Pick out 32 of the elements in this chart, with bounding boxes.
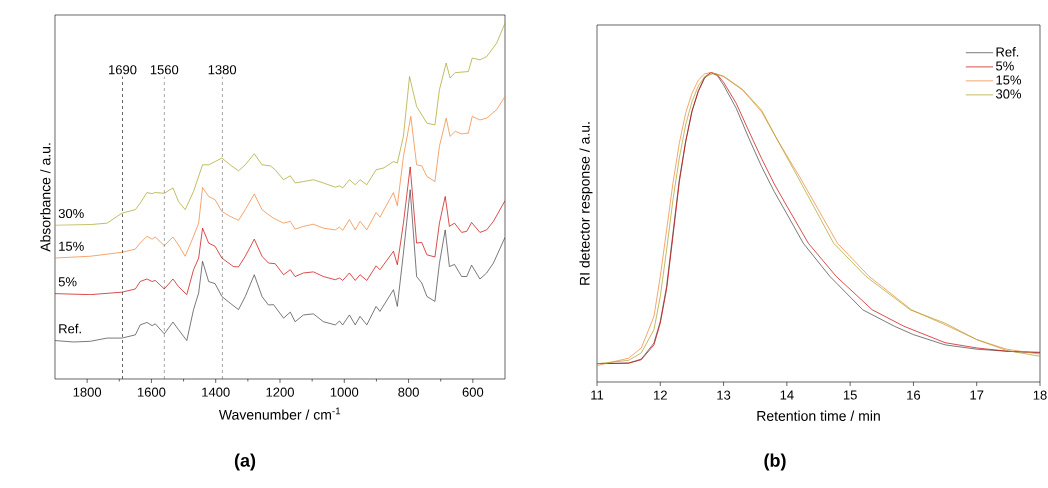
text: (a) — [234, 453, 256, 471]
x-tick-label: 17 — [970, 390, 984, 400]
x-tick-label: 18 — [1033, 390, 1047, 400]
x-tick-label: 600 — [462, 387, 484, 397]
text: (b) — [764, 453, 786, 471]
x-tick-label: 1800 — [73, 387, 102, 397]
x-tick-label: 11 — [591, 390, 604, 400]
x-tick-label: 800 — [398, 387, 419, 397]
legend-label: Ref. — [996, 47, 1019, 57]
x-tick-label: 16 — [907, 390, 921, 400]
legend-label: 30% — [996, 89, 1022, 99]
legend-label: 15% — [996, 75, 1022, 85]
series-label: Ref. — [59, 323, 81, 334]
x-tick-label: 1000 — [330, 387, 359, 397]
y-axis-title: RI detector response / a.u. — [579, 122, 593, 285]
x-axis-title: Wavenumber / cm$^{-1}$ — [218, 407, 341, 420]
series-label: 15% — [59, 241, 84, 251]
x-tick-label: 13 — [717, 390, 731, 400]
legend-label: 5% — [996, 61, 1014, 71]
ref-line-label: 1690 — [109, 65, 137, 75]
x-tick-label: 1600 — [137, 387, 166, 397]
x-tick-label: 14 — [780, 390, 794, 400]
x-tick-label: 1400 — [202, 387, 230, 397]
x-tick-label: 12 — [654, 390, 667, 400]
series-label: 5% — [58, 277, 77, 287]
x-tick-label: 15 — [843, 390, 857, 400]
y-axis-title: Absorbance / a.u. — [40, 143, 51, 252]
ref-line-label: 1560 — [150, 65, 179, 75]
series-label: 30% — [58, 208, 84, 219]
x-axis-title: Retention time / min — [757, 410, 880, 421]
x-tick-label: 1200 — [266, 387, 294, 397]
ref-line-label: 1380 — [208, 65, 237, 75]
